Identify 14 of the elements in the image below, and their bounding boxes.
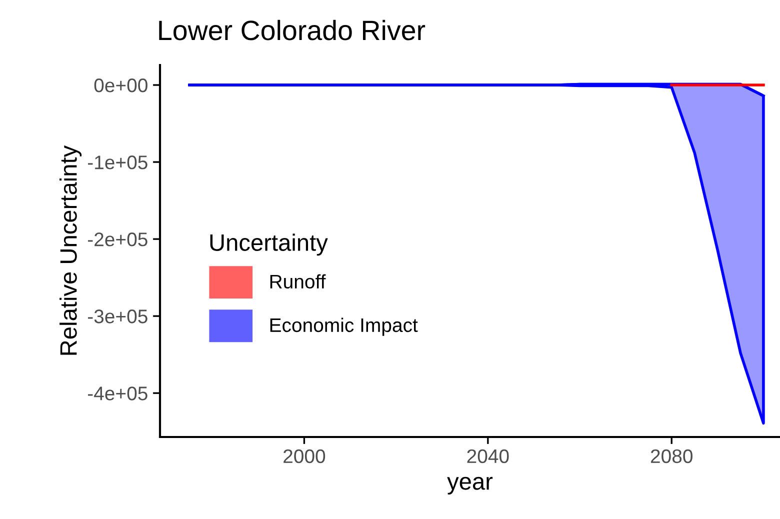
y-tick-label: 0e+00 <box>94 78 148 92</box>
y-tick-label: -3e+05 <box>88 310 148 324</box>
x-tick-label: 2040 <box>467 449 509 464</box>
legend-label: Runoff <box>270 274 326 289</box>
y-tick-label: -1e+05 <box>88 156 148 170</box>
legend-label: Economic Impact <box>270 318 418 336</box>
x-axis-title: year <box>447 476 493 494</box>
chart-title: Lower Colorado River <box>159 20 426 40</box>
y-tick-label: -2e+05 <box>88 232 148 246</box>
x-tick-label: 2000 <box>284 449 326 464</box>
y-axis-title: Relative Uncertainty <box>60 145 82 355</box>
y-tick-label: -4e+05 <box>88 386 148 400</box>
x-tick-label: 2080 <box>650 449 692 464</box>
legend-title: Uncertainty <box>210 234 328 256</box>
